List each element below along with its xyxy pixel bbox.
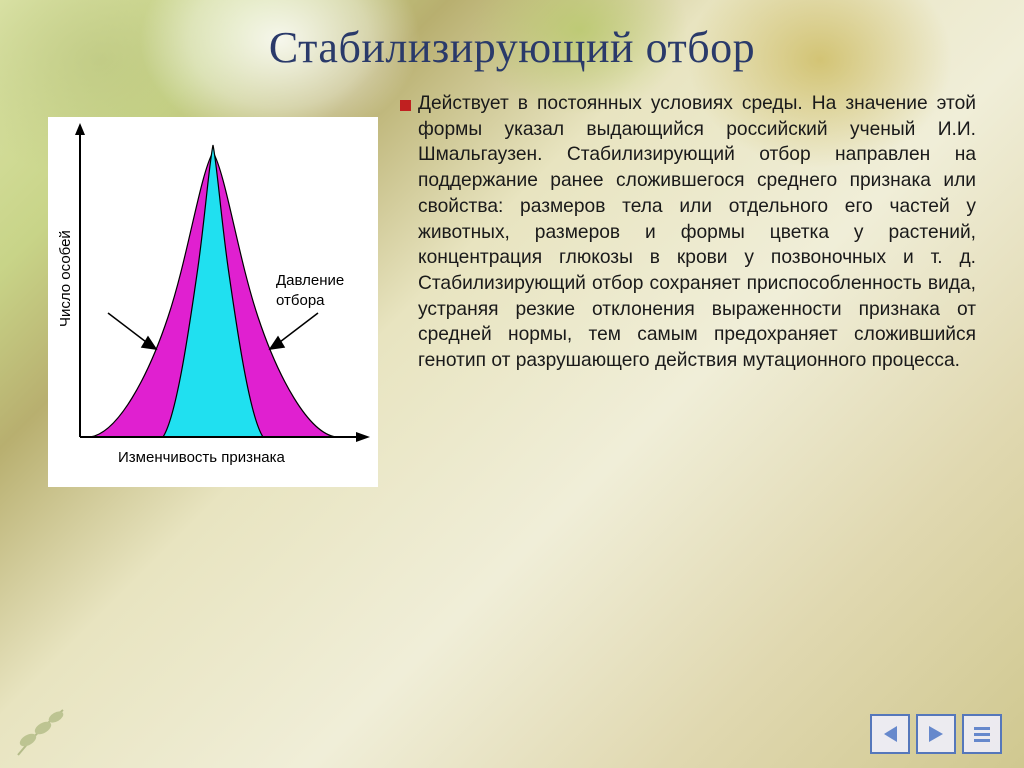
- text-column: Действует в постоянных условиях среды. Н…: [418, 91, 984, 374]
- pressure-label-2: отбора: [276, 292, 325, 309]
- bars-icon: [971, 723, 993, 745]
- body-paragraph: Действует в постоянных условиях среды. Н…: [418, 91, 976, 374]
- page-title: Стабилизирующий отбор: [40, 22, 984, 73]
- main-row: Число особей Изменчивость признака Давле…: [40, 91, 984, 487]
- pressure-label-1: Давление: [276, 272, 344, 289]
- nav-controls: [870, 714, 1002, 754]
- chart-column: Число особей Изменчивость признака Давле…: [40, 91, 390, 487]
- triangle-left-icon: [879, 723, 901, 745]
- bullet-icon: [400, 100, 411, 111]
- corner-decoration: [8, 700, 78, 760]
- home-button[interactable]: [962, 714, 1002, 754]
- stabilizing-selection-chart: Число особей Изменчивость признака Давле…: [48, 117, 378, 487]
- x-axis-label: Изменчивость признака: [118, 449, 286, 466]
- prev-button[interactable]: [870, 714, 910, 754]
- y-axis-label: Число особей: [57, 230, 74, 327]
- triangle-right-icon: [925, 723, 947, 745]
- slide-content: Стабилизирующий отбор Число особей Измен…: [0, 0, 1024, 768]
- next-button[interactable]: [916, 714, 956, 754]
